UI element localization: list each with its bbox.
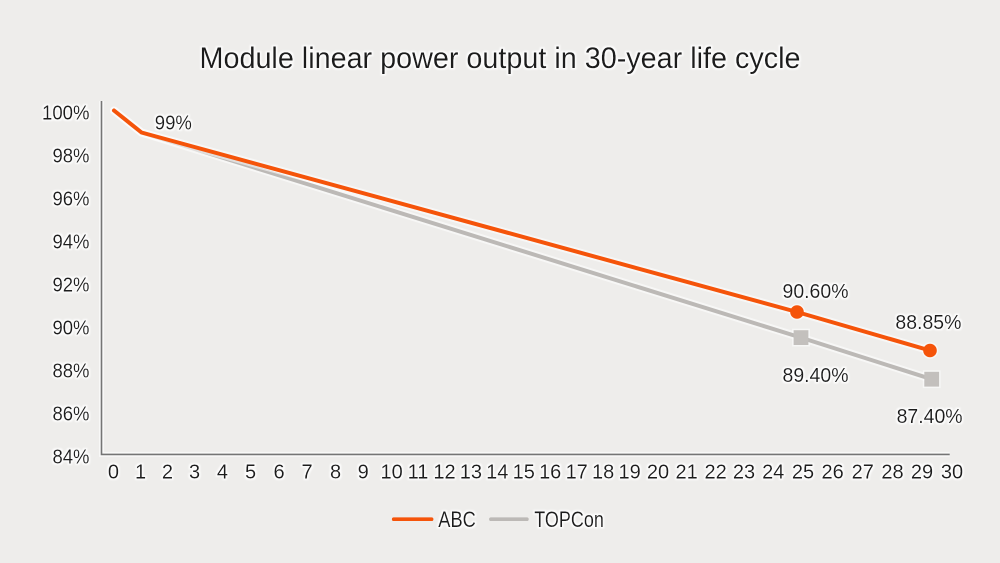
svg-text:99%: 99% [155,113,192,135]
svg-text:30: 30 [941,462,963,484]
svg-text:24: 24 [762,462,784,484]
svg-text:100%: 100% [42,102,90,124]
svg-text:87.40%: 87.40% [897,406,963,428]
svg-text:90.60%: 90.60% [783,281,849,303]
svg-text:0: 0 [108,462,119,484]
svg-text:94%: 94% [53,231,90,253]
svg-text:19: 19 [618,462,640,484]
svg-text:16: 16 [539,462,561,484]
svg-text:12: 12 [433,462,455,484]
svg-text:98%: 98% [53,145,90,167]
svg-text:13: 13 [460,462,482,484]
svg-text:ABC: ABC [438,507,476,532]
svg-text:7: 7 [302,462,313,484]
svg-text:17: 17 [566,462,588,484]
svg-text:90%: 90% [53,317,90,339]
svg-text:27: 27 [852,462,874,484]
svg-text:29: 29 [911,462,933,484]
svg-text:86%: 86% [53,404,90,426]
svg-text:11: 11 [408,462,429,484]
svg-text:96%: 96% [53,188,90,210]
svg-text:6: 6 [273,462,284,484]
svg-text:28: 28 [881,462,903,484]
svg-text:8: 8 [330,462,341,484]
svg-text:9: 9 [358,462,369,484]
svg-text:2: 2 [162,462,173,484]
svg-text:10: 10 [380,462,402,484]
svg-text:TOPCon: TOPCon [534,507,604,532]
svg-text:3: 3 [189,462,200,484]
svg-text:14: 14 [486,462,508,484]
svg-text:25: 25 [792,462,814,484]
svg-text:4: 4 [217,462,228,484]
svg-text:89.40%: 89.40% [783,365,849,387]
svg-text:23: 23 [733,462,755,484]
svg-text:88%: 88% [53,360,90,382]
svg-text:88.85%: 88.85% [895,312,961,334]
svg-text:20: 20 [647,462,669,484]
svg-text:92%: 92% [53,274,90,296]
svg-text:18: 18 [592,462,614,484]
svg-text:15: 15 [513,462,535,484]
svg-text:26: 26 [821,462,843,484]
svg-text:21: 21 [675,462,697,484]
svg-text:22: 22 [704,462,726,484]
svg-text:84%: 84% [53,447,90,469]
svg-text:5: 5 [245,462,256,484]
svg-text:1: 1 [135,462,146,484]
svg-text:Module linear power output in: Module linear power output in 30-year li… [200,42,801,75]
